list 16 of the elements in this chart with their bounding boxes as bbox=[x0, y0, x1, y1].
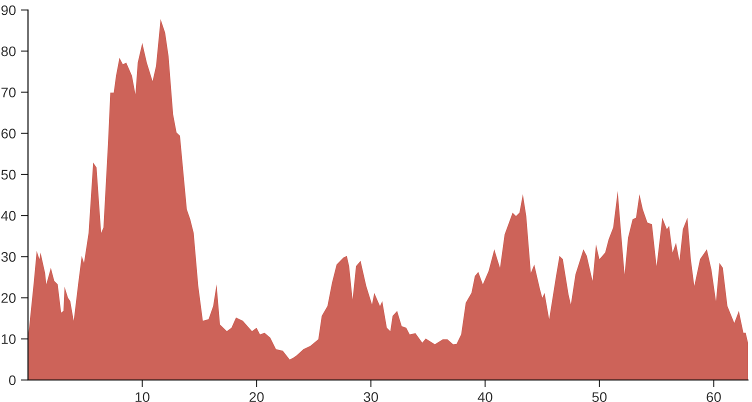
x-tick-label: 20 bbox=[250, 392, 264, 402]
y-tick-label: 70 bbox=[1, 88, 16, 98]
y-tick-label: 0 bbox=[9, 375, 16, 386]
x-tick-label: 60 bbox=[706, 392, 721, 402]
y-tick-label: 90 bbox=[1, 5, 16, 16]
y-tick-label: 10 bbox=[2, 334, 16, 344]
y-tick-label: 50 bbox=[1, 170, 16, 180]
y-tick-label: 20 bbox=[1, 293, 16, 303]
x-tick-label: 50 bbox=[592, 392, 607, 402]
y-tick-label: 30 bbox=[1, 252, 16, 262]
y-tick-label: 80 bbox=[1, 46, 16, 56]
y-tick-label: 60 bbox=[1, 128, 16, 139]
x-tick-label: 30 bbox=[364, 392, 378, 402]
x-tick-label: 40 bbox=[478, 392, 492, 402]
y-tick-label: 40 bbox=[1, 210, 16, 221]
x-tick-label: 10 bbox=[136, 392, 150, 402]
